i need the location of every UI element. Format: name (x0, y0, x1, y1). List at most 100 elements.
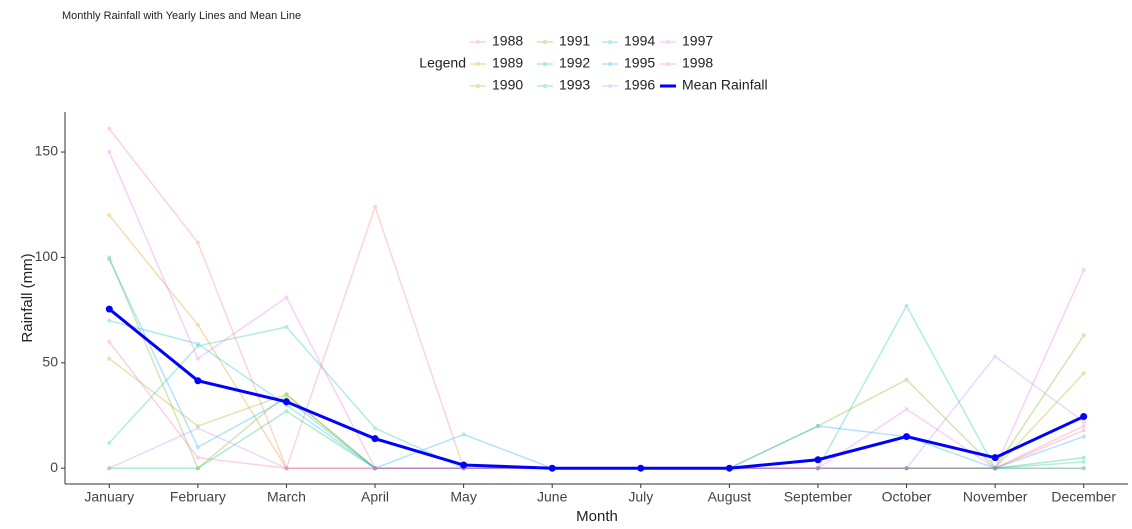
legend-key-point (608, 84, 612, 88)
data-point (815, 466, 820, 471)
legend-item (602, 40, 618, 44)
data-point (195, 343, 200, 348)
data-point (373, 466, 378, 471)
legend-label: 1993 (559, 77, 590, 93)
legend-label: 1991 (559, 33, 590, 49)
data-point (107, 213, 112, 218)
legend-item (660, 62, 676, 66)
legend-key-point (608, 40, 612, 44)
data-point (815, 466, 820, 471)
data-point (284, 466, 289, 471)
data-point (815, 466, 820, 471)
x-tick-label: December (1051, 489, 1116, 505)
series (107, 255, 1086, 471)
data-point (993, 466, 998, 471)
legend-item (602, 84, 618, 88)
legend-label: 1994 (624, 33, 655, 49)
data-point (993, 466, 998, 471)
data-point (195, 341, 200, 346)
y-tick-label: 0 (50, 459, 58, 475)
data-point (815, 466, 820, 471)
series-line (108, 355, 1085, 469)
data-point (373, 466, 378, 471)
legend-item (537, 84, 553, 88)
data-point (284, 324, 289, 329)
legend-key-point (543, 62, 547, 66)
data-point (195, 322, 200, 327)
legend-key-point (666, 62, 670, 66)
data-point (282, 398, 290, 406)
data-point (195, 455, 200, 460)
x-tick-label: May (450, 489, 476, 505)
data-point (107, 440, 112, 445)
data-point (1081, 371, 1086, 376)
data-point (373, 204, 378, 209)
legend-key-point (543, 40, 547, 44)
data-point (815, 466, 820, 471)
y-tick-label: 100 (35, 248, 59, 264)
legend-key-point (476, 40, 480, 44)
data-point (993, 466, 998, 471)
x-tick-label: January (84, 489, 134, 505)
data-point (195, 240, 200, 245)
data-point (904, 407, 909, 412)
data-point (107, 126, 112, 131)
series (107, 126, 1086, 471)
legend-item (470, 62, 486, 66)
data-point (904, 466, 909, 471)
data-point (815, 466, 820, 471)
data-point (815, 424, 820, 429)
data-point (1081, 466, 1086, 471)
data-point (904, 466, 909, 471)
legend-item (470, 40, 486, 44)
data-point (107, 466, 112, 471)
data-point (904, 466, 909, 471)
data-point (637, 464, 645, 472)
data-point (904, 303, 909, 308)
legend-item (602, 62, 618, 66)
legend-label: Mean Rainfall (682, 77, 768, 93)
data-point (373, 466, 378, 471)
legend-item (537, 40, 553, 44)
data-point (814, 456, 822, 464)
legend-label: 1997 (682, 33, 713, 49)
data-point (904, 466, 909, 471)
data-point (371, 435, 379, 443)
x-tick-label: November (963, 489, 1028, 505)
legend-label: 1990 (492, 77, 523, 93)
y-tick-label: 50 (42, 354, 58, 370)
data-point (904, 377, 909, 382)
data-point (195, 466, 200, 471)
data-point (1081, 419, 1086, 424)
legend-key-point (666, 40, 670, 44)
data-point (993, 466, 998, 471)
data-point (1080, 413, 1088, 421)
data-point (195, 466, 200, 471)
data-point (1081, 434, 1086, 439)
data-point (195, 445, 200, 450)
data-point (993, 466, 998, 471)
series (107, 339, 1086, 471)
data-point (460, 461, 468, 469)
data-point (904, 466, 909, 471)
data-point (993, 466, 998, 471)
data-point (107, 257, 112, 262)
data-point (284, 409, 289, 414)
y-tick-label: 150 (35, 143, 59, 159)
x-axis-label: Month (576, 508, 618, 525)
legend-label: 1988 (492, 33, 523, 49)
series (107, 409, 1086, 471)
legend-key-point (476, 84, 480, 88)
data-point (993, 466, 998, 471)
x-tick-label: April (361, 489, 389, 505)
legend-label: 1996 (624, 77, 655, 93)
data-point (815, 466, 820, 471)
data-point (107, 466, 112, 471)
data-point (1081, 333, 1086, 338)
x-tick-label: June (537, 489, 568, 505)
x-tick-label: March (267, 489, 306, 505)
data-point (1081, 268, 1086, 273)
legend-item (470, 84, 486, 88)
chart-title: Monthly Rainfall with Yearly Lines and M… (62, 10, 301, 22)
